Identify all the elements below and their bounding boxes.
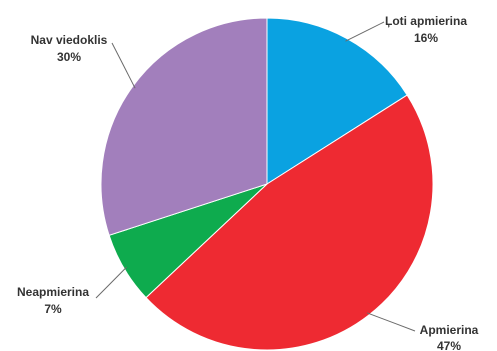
pie-slices: [100, 17, 434, 351]
slice-value-neapmierina: 7%: [44, 302, 62, 316]
pie-slice-apmierina: [145, 94, 434, 351]
leader-line-nav-viedoklis: [111, 42, 136, 89]
leader-lines: [95, 21, 416, 332]
slice-label-apmierina: Apmierina: [420, 323, 479, 337]
pie-slice-nav-viedoklis: [100, 17, 268, 236]
slice-labels: Ļoti apmierina 16% Apmierina 47% Neapmie…: [17, 14, 479, 351]
leader-line-apmierina: [366, 312, 416, 332]
slice-label-loti-apmierina: Ļoti apmierina: [385, 14, 467, 28]
leader-line-loti-apmierina: [345, 21, 385, 42]
slice-value-nav-viedoklis: 30%: [57, 50, 81, 64]
slice-label-neapmierina: Neapmierina: [17, 285, 89, 299]
pie-slice-loti-apmierina: [266, 17, 408, 185]
leader-line-neapmierina: [95, 266, 128, 299]
slice-label-nav-viedoklis: Nav viedoklis: [31, 33, 108, 47]
slice-value-loti-apmierina: 16%: [414, 31, 438, 45]
slice-value-apmierina: 47%: [437, 339, 461, 351]
